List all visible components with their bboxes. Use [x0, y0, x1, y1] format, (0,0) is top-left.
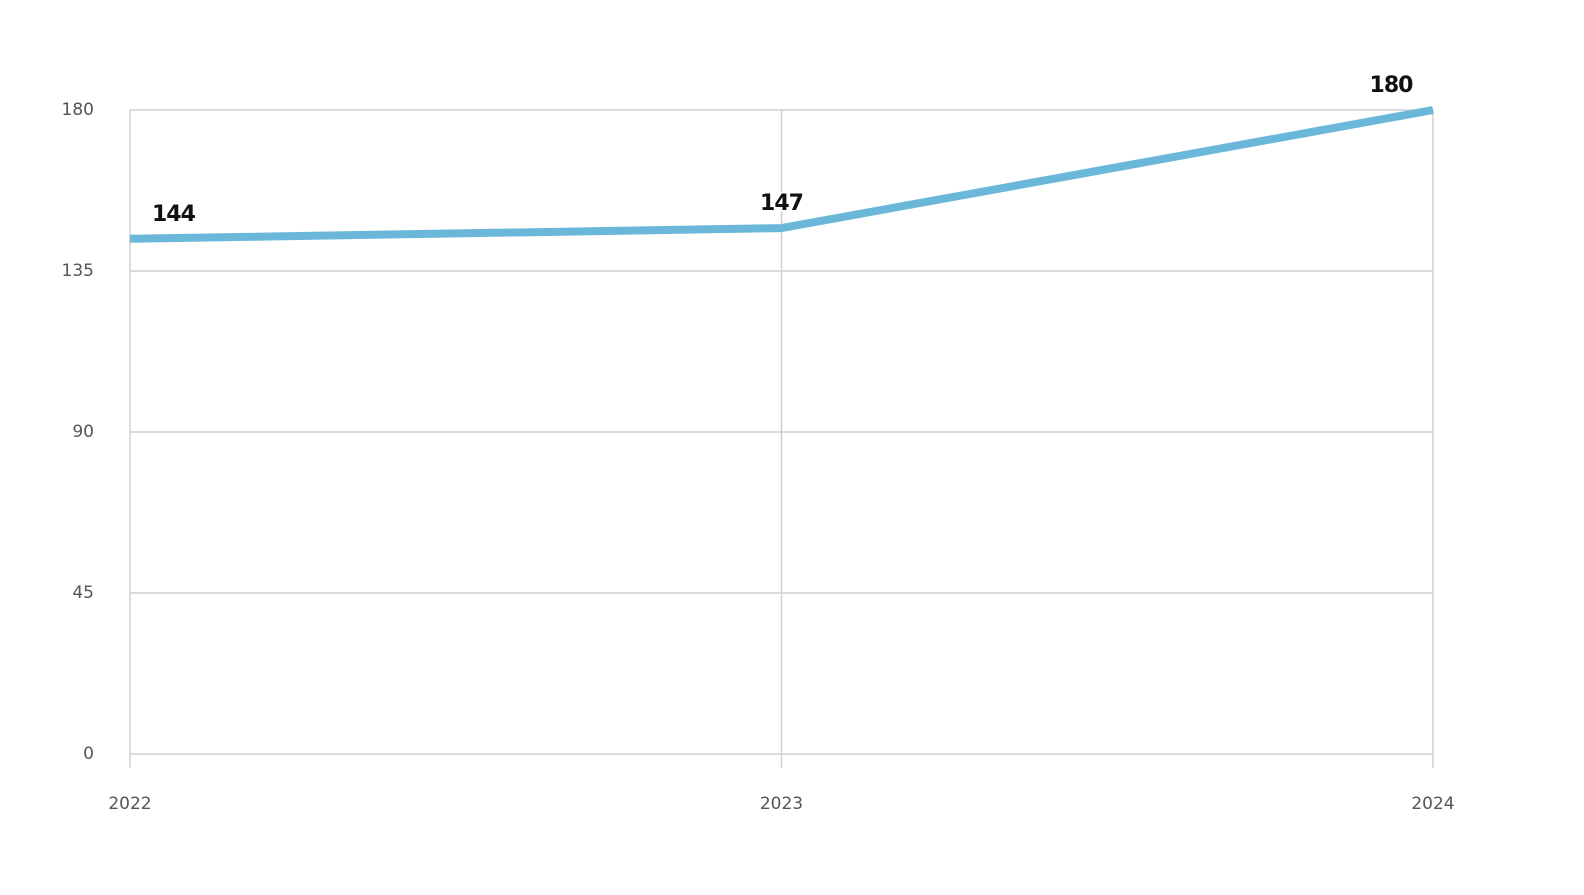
y-tick-label: 45: [72, 583, 94, 603]
line: [129, 106, 1434, 243]
x-tick-label: 2022: [108, 794, 151, 814]
x-tick-label: 2024: [1411, 794, 1454, 814]
data-label: 144: [152, 202, 196, 227]
x-tick-label: 2023: [760, 794, 803, 814]
y-tick-label: 135: [62, 261, 94, 281]
y-tick-label: 0: [83, 744, 94, 764]
data-label: 147: [760, 191, 803, 216]
y-tick-label: 90: [72, 422, 94, 442]
data-label: 180: [1370, 73, 1414, 98]
y-tick-label: 180: [62, 100, 94, 120]
